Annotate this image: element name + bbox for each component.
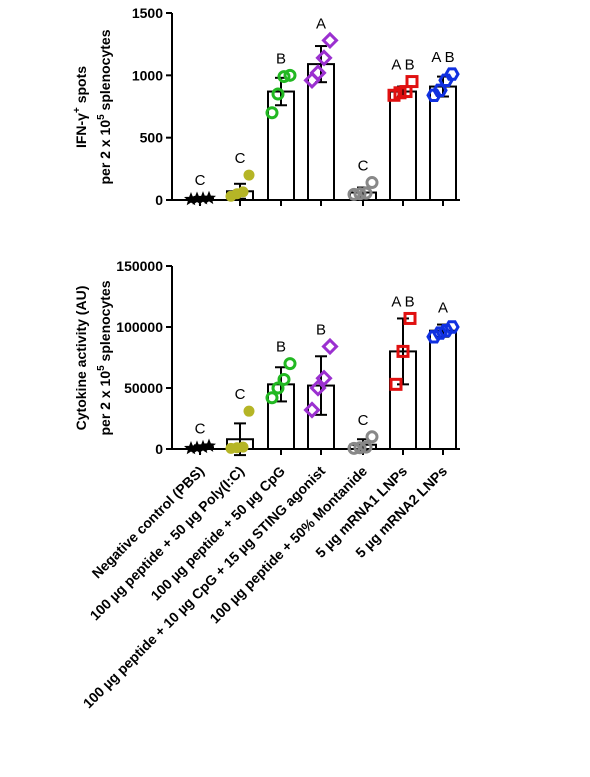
data-point-diamond xyxy=(321,31,339,50)
y-axis-label-line2: per 2 x 105 splenocytes xyxy=(96,29,113,184)
cyto-bar-group-5: C xyxy=(347,412,379,455)
cyto-bar-group-3: B xyxy=(265,339,297,450)
cyto-bar-group-2: C xyxy=(225,386,255,457)
ifn-bar-group-3: B xyxy=(265,50,297,201)
data-point-circle xyxy=(353,187,367,201)
data-point-hexagon xyxy=(444,320,460,334)
significance-letter: C xyxy=(195,420,206,437)
data-point-circle xyxy=(283,357,297,371)
data-point-hexagon xyxy=(438,73,454,87)
significance-letter: C xyxy=(235,386,246,403)
significance-letter: C xyxy=(358,412,369,429)
data-point-diamond xyxy=(315,369,333,387)
ifn-bar-group-7: A B xyxy=(426,49,460,201)
data-point-diamond xyxy=(303,401,321,419)
bar xyxy=(307,63,335,202)
bar xyxy=(429,329,457,450)
data-point-circle xyxy=(365,430,379,444)
significance-letter: A xyxy=(316,15,326,32)
data-point-diamond xyxy=(309,64,327,82)
y-axis-label: Cytokine activity (AU) per 2 x 105 spleno… xyxy=(73,280,113,435)
data-point-star xyxy=(202,438,216,452)
data-point-circle xyxy=(243,405,255,417)
ifn-bar-group-5: C xyxy=(347,158,379,202)
significance-letter: A B xyxy=(431,49,454,66)
y-tick-label: 1500 xyxy=(132,5,163,21)
cyto-bar-group-1: C xyxy=(184,420,216,455)
significance-letter: B xyxy=(316,322,326,339)
ifn-bar-group-6: A B xyxy=(387,57,419,201)
data-point-circle xyxy=(237,186,249,198)
y-axis-label: IFN-γ+ spots per 2 x 105 splenocytes xyxy=(72,29,113,184)
group-labels: Negative control (PBS)100 µg peptide + 5… xyxy=(80,463,451,712)
data-point-circle xyxy=(365,176,379,190)
data-point-circle xyxy=(265,106,279,120)
data-point-hexagon xyxy=(444,67,460,81)
y-tick-label: 500 xyxy=(140,130,164,146)
significance-letter: B xyxy=(276,339,286,356)
data-point-square xyxy=(405,75,419,89)
bar xyxy=(429,85,457,201)
data-point-circle xyxy=(271,381,285,395)
y-tick-label: 150000 xyxy=(116,258,163,274)
data-point-diamond xyxy=(321,337,339,356)
y-tick-label: 100000 xyxy=(116,319,163,335)
data-point-circle xyxy=(347,187,361,201)
ifn-bar-group-1: C xyxy=(184,172,216,206)
cyto-bar-group-6: A B xyxy=(389,293,417,450)
data-point-circle xyxy=(237,441,249,453)
data-point-hexagon xyxy=(426,330,442,344)
cyto-bar-group-4: B xyxy=(303,322,339,450)
data-point-square xyxy=(396,344,410,358)
significance-letter: C xyxy=(235,150,246,167)
ifn-gamma-panel: 0 500 1000 1500 IFN-γ+ spots per 2 x 105 sple… xyxy=(72,5,460,208)
bar xyxy=(389,90,417,201)
data-point-circle xyxy=(359,186,373,200)
data-point-circle xyxy=(277,372,291,386)
data-point-circle xyxy=(243,169,255,181)
data-point-circle xyxy=(277,70,291,84)
data-point-circle xyxy=(353,441,367,455)
data-point-circle xyxy=(271,87,285,101)
data-point-circle xyxy=(283,68,297,82)
ifn-bar-group-2: C xyxy=(225,150,255,202)
data-point-diamond xyxy=(315,49,333,67)
data-point-hexagon xyxy=(426,88,442,102)
data-point-circle xyxy=(359,440,373,454)
data-point-square xyxy=(389,377,403,391)
data-point-hexagon xyxy=(438,324,454,338)
data-point-square xyxy=(403,311,417,325)
data-point-diamond xyxy=(309,379,327,397)
y-tick-label: 50000 xyxy=(124,380,163,396)
y-axis-label-line2: per 2 x 105 splenocytes xyxy=(96,280,113,435)
data-point-circle xyxy=(265,391,279,405)
significance-letter: C xyxy=(195,172,206,189)
significance-letter: A B xyxy=(391,57,414,74)
y-axis-label-line1: Cytokine activity (AU) xyxy=(73,286,89,431)
significance-letter: B xyxy=(276,50,286,67)
y-tick-label: 0 xyxy=(155,192,163,208)
cyto-bar-group-7: A xyxy=(426,300,460,450)
y-tick-label: 1000 xyxy=(132,67,163,83)
ifn-bar-group-4: A xyxy=(303,15,339,202)
y-axis-label-line1: IFN-γ+ spots xyxy=(72,66,89,148)
significance-letter: A xyxy=(438,300,448,317)
significance-letter: A B xyxy=(391,293,414,310)
significance-letter: C xyxy=(358,158,369,175)
data-point-circle xyxy=(347,441,361,455)
data-point-star xyxy=(202,190,216,205)
y-tick-label: 0 xyxy=(155,441,163,457)
